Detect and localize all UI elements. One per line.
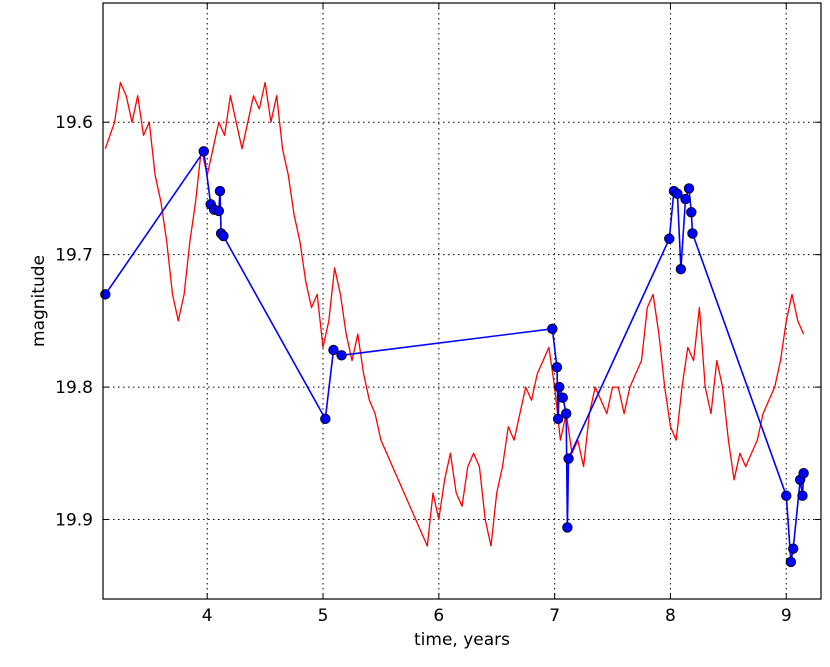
observed-data-point [554, 381, 565, 393]
observed-data-point [100, 289, 111, 300]
observed-data-point [551, 362, 563, 373]
observed-data-point [781, 490, 792, 501]
plot-frame [102, 2, 822, 600]
observed-data-point [686, 207, 697, 218]
y-tick-label: 19.8 [55, 378, 93, 398]
observed-data-point [557, 392, 568, 403]
observed-data-point [680, 193, 691, 205]
x-tick-label: 8 [665, 606, 676, 626]
y-tick-label: 19.9 [55, 511, 93, 531]
x-axis-label: time, years [414, 630, 510, 650]
x-tick-label: 7 [549, 606, 560, 626]
observed-data-point [563, 453, 574, 464]
y-tick-label: 19.7 [55, 246, 93, 266]
x-tick-label: 4 [202, 606, 213, 626]
observed-data-point [552, 413, 564, 425]
y-tick-label: 19.6 [55, 113, 93, 133]
data-series [100, 81, 809, 568]
observed-data-point [672, 188, 683, 199]
x-tick-label: 5 [318, 606, 329, 626]
observed-data-point [561, 408, 572, 419]
observed-data-point [214, 185, 226, 197]
axis-ticks [103, 3, 821, 599]
observed-data-point [798, 467, 809, 479]
observed-data-point [218, 230, 229, 242]
observed-data-point [788, 543, 799, 554]
observed-data-point [683, 183, 695, 194]
observed-data-point [675, 264, 687, 275]
observed-data-point [687, 228, 698, 239]
observed-data-point [328, 344, 339, 356]
observed-data-point [797, 490, 808, 501]
observed-data-point [547, 323, 558, 335]
model-curve-line [104, 81, 805, 547]
observed-data-point [336, 350, 347, 361]
x-tick-label: 6 [433, 606, 444, 626]
observed-data-point [664, 233, 675, 244]
observed-data-point [213, 205, 225, 217]
y-axis-label: magnitude [29, 255, 49, 347]
observed-data-point [785, 556, 797, 568]
observed-data-point [320, 413, 331, 425]
observed-data-point [198, 146, 209, 157]
x-tick-label: 9 [781, 606, 792, 626]
observed-data-point [562, 522, 573, 533]
